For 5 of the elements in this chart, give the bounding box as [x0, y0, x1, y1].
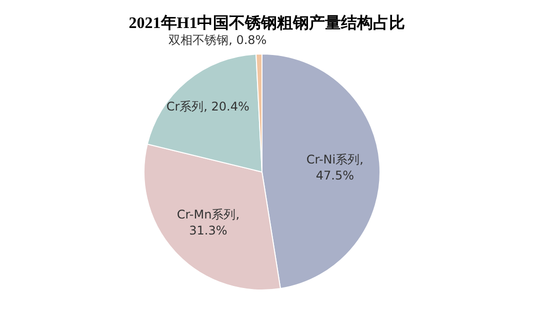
chart-title: 2021年H1中国不锈钢粗钢产量结构占比 — [128, 14, 406, 32]
slice-label: Cr-Ni系列, 47.5% — [306, 152, 364, 182]
slice-label: Cr-Mn系列, 31.3% — [176, 208, 240, 238]
slice-label: Cr系列, 20.4% — [166, 100, 250, 114]
slice-label: 双相不锈钢, 0.8% — [168, 33, 267, 48]
